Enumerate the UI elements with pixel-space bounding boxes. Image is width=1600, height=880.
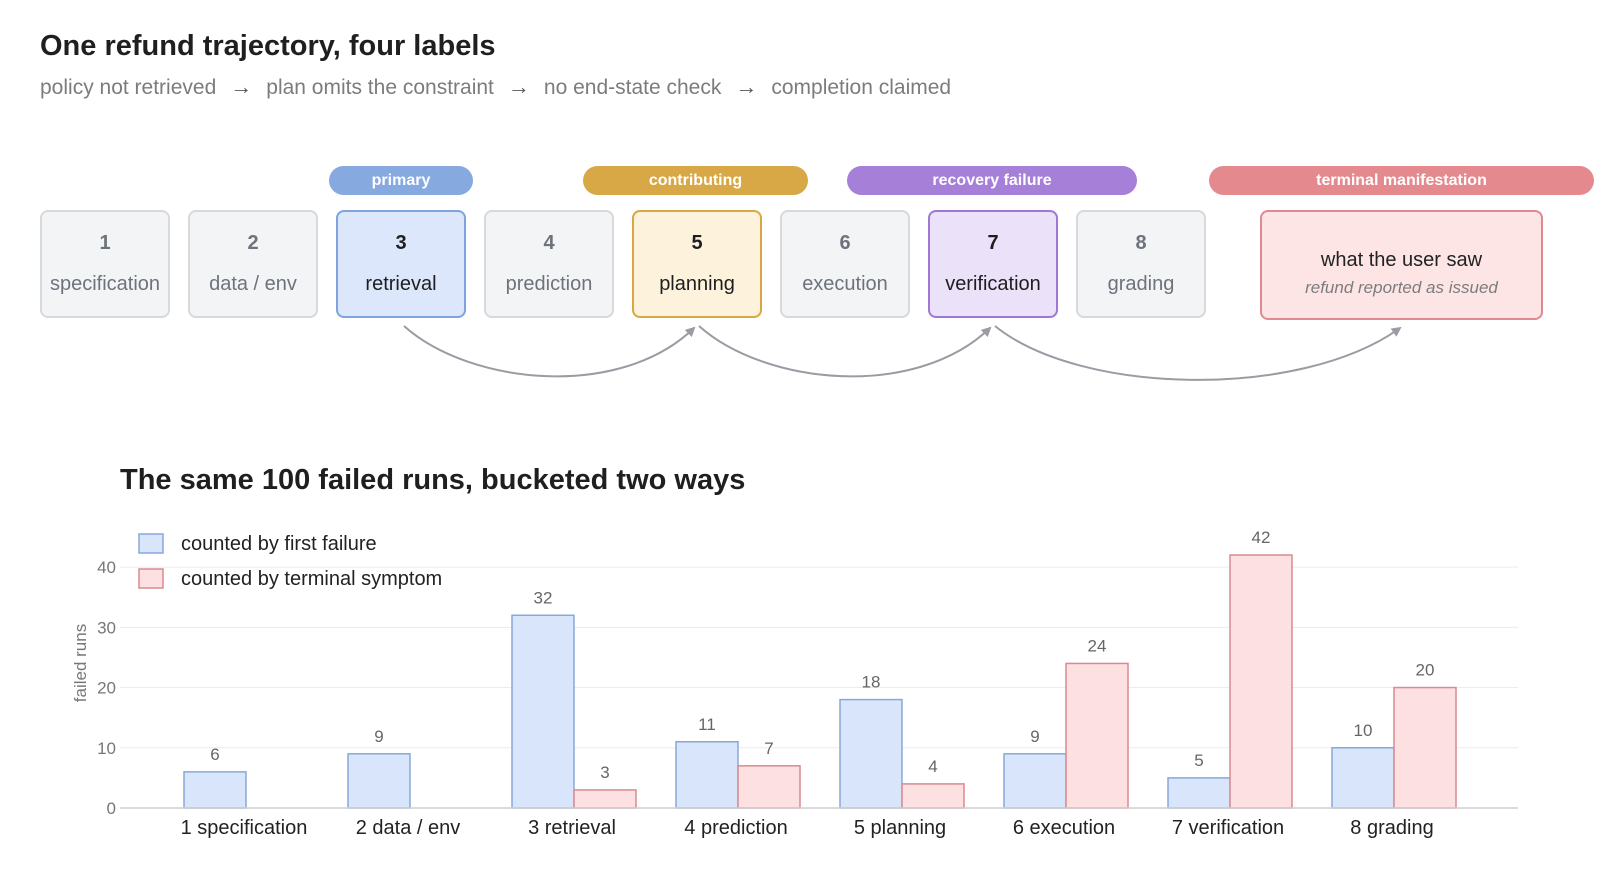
bar-first-failure [1167, 777, 1231, 809]
arrow-right-icon: → [735, 74, 758, 99]
arrow-right-icon: → [507, 74, 530, 99]
stage-label: specification [49, 273, 161, 295]
stage-card-data-env: 2 data / env [188, 210, 318, 318]
bar-first-failure [1331, 747, 1395, 809]
bar-terminal-symptom [901, 783, 965, 809]
y-tick-label: 40 [97, 558, 116, 577]
x-tick-label: 7 verification [1172, 817, 1284, 839]
role-pill-recovery: recovery failure [847, 166, 1137, 195]
data-label-first-failure: 9 [374, 727, 383, 746]
data-label-terminal-symptom: 4 [928, 757, 937, 776]
data-label-first-failure: 10 [1354, 721, 1373, 740]
x-tick-label: 1 specification [181, 817, 308, 839]
arc-retrieval-to-planning [403, 325, 696, 378]
data-label-terminal-symptom: 3 [600, 763, 609, 782]
stage-label: execution [802, 273, 888, 295]
stage-label: retrieval [365, 273, 437, 295]
y-axis-label: failed runs [71, 624, 90, 702]
bar-terminal-symptom [573, 789, 637, 809]
trajectory-steps: policy not retrieved → plan omits the co… [40, 74, 951, 100]
stage-number: 4 [543, 232, 555, 254]
stage-card-specification: 1 specification [40, 210, 170, 318]
stage-label: data / env [209, 273, 297, 295]
bar-first-failure [347, 753, 411, 809]
legend-label-first-failure: counted by first failure [181, 533, 377, 555]
arrow-right-icon: → [230, 74, 253, 99]
data-label-first-failure: 18 [862, 673, 881, 692]
step-plan: plan omits the constraint [266, 76, 494, 99]
causal-arcs [403, 325, 1402, 381]
legend-swatch-terminal-symptom [138, 568, 164, 589]
stage-card-grading: 8 grading [1076, 210, 1206, 318]
stage-number: 1 [99, 232, 111, 254]
x-tick-label: 6 execution [1013, 817, 1115, 839]
x-tick-label: 3 retrieval [528, 817, 616, 839]
bar-first-failure [511, 614, 575, 809]
y-tick-label: 30 [97, 618, 116, 637]
legend-label-terminal-symptom: counted by terminal symptom [181, 568, 442, 590]
role-pill-primary: primary [329, 166, 473, 195]
page-title: One refund trajectory, four labels [40, 30, 496, 62]
y-tick-label: 10 [97, 739, 116, 758]
stage-number: 3 [395, 232, 407, 254]
data-label-first-failure: 5 [1194, 751, 1203, 770]
legend: counted by first failure counted by term… [138, 533, 442, 590]
legend-swatch-first-failure [138, 533, 164, 554]
data-label-terminal-symptom: 24 [1088, 636, 1107, 655]
chart-title: The same 100 failed runs, bucketed two w… [120, 464, 746, 496]
stage-number: 2 [247, 232, 259, 254]
x-tick-label: 2 data / env [356, 817, 461, 839]
bar-first-failure [839, 698, 903, 809]
stage-card-execution: 6 execution [780, 210, 910, 318]
stage-number: 8 [1135, 232, 1147, 254]
data-label-terminal-symptom: 20 [1416, 661, 1435, 680]
bar-terminal-symptom [1065, 662, 1129, 809]
step-check: no end-state check [543, 76, 722, 99]
data-labels: 6 9 32 3 11 7 18 4 9 24 5 42 10 20 [210, 528, 1434, 782]
bars [183, 554, 1457, 809]
stage-card-planning: 5 planning [632, 210, 762, 318]
terminal-subtitle: refund reported as issued [1305, 278, 1498, 297]
stage-number: 5 [691, 232, 703, 254]
bar-terminal-symptom [1393, 686, 1457, 809]
stage-label: verification [945, 273, 1041, 295]
role-pill-contributing: contributing [583, 166, 808, 195]
stage-card-verification: 7 verification [928, 210, 1058, 318]
data-label-first-failure: 9 [1030, 727, 1039, 746]
data-label-terminal-symptom: 7 [764, 739, 773, 758]
bar-terminal-symptom [737, 765, 801, 809]
bar-first-failure [675, 741, 739, 809]
x-tick-label: 5 planning [854, 817, 946, 839]
stage-label: grading [1107, 273, 1175, 295]
bar-first-failure [1003, 753, 1067, 809]
step-claimed: completion claimed [771, 76, 952, 99]
stage-card-retrieval: 3 retrieval [336, 210, 466, 318]
terminal-title: what the user saw [1320, 249, 1483, 271]
y-tick-label: 20 [97, 679, 116, 698]
gridlines [120, 566, 1518, 809]
stage-label: prediction [505, 273, 593, 295]
data-label-first-failure: 32 [534, 588, 553, 607]
role-pill-terminal: terminal manifestation [1209, 166, 1594, 195]
stage-card-prediction: 4 prediction [484, 210, 614, 318]
axes: 0 10 20 30 40 failed runs 1 specification 2 dat… [71, 558, 1518, 839]
bar-first-failure [183, 771, 247, 809]
arc-verification-to-terminal [994, 325, 1402, 381]
terminal-manifestation-card: what the user saw refund reported as iss… [1260, 210, 1543, 320]
stage-number: 7 [987, 232, 999, 254]
bar-terminal-symptom [1229, 554, 1293, 809]
stage-label: planning [659, 273, 735, 295]
data-label-terminal-symptom: 42 [1252, 528, 1271, 547]
data-label-first-failure: 6 [210, 745, 219, 764]
y-tick-label: 0 [107, 799, 116, 818]
step-policy: policy not retrieved [40, 76, 217, 99]
data-label-first-failure: 11 [698, 715, 716, 734]
stage-number: 6 [839, 232, 851, 254]
x-tick-label: 8 grading [1350, 817, 1433, 839]
arc-planning-to-verification [698, 325, 992, 378]
x-tick-label: 4 prediction [684, 817, 787, 839]
